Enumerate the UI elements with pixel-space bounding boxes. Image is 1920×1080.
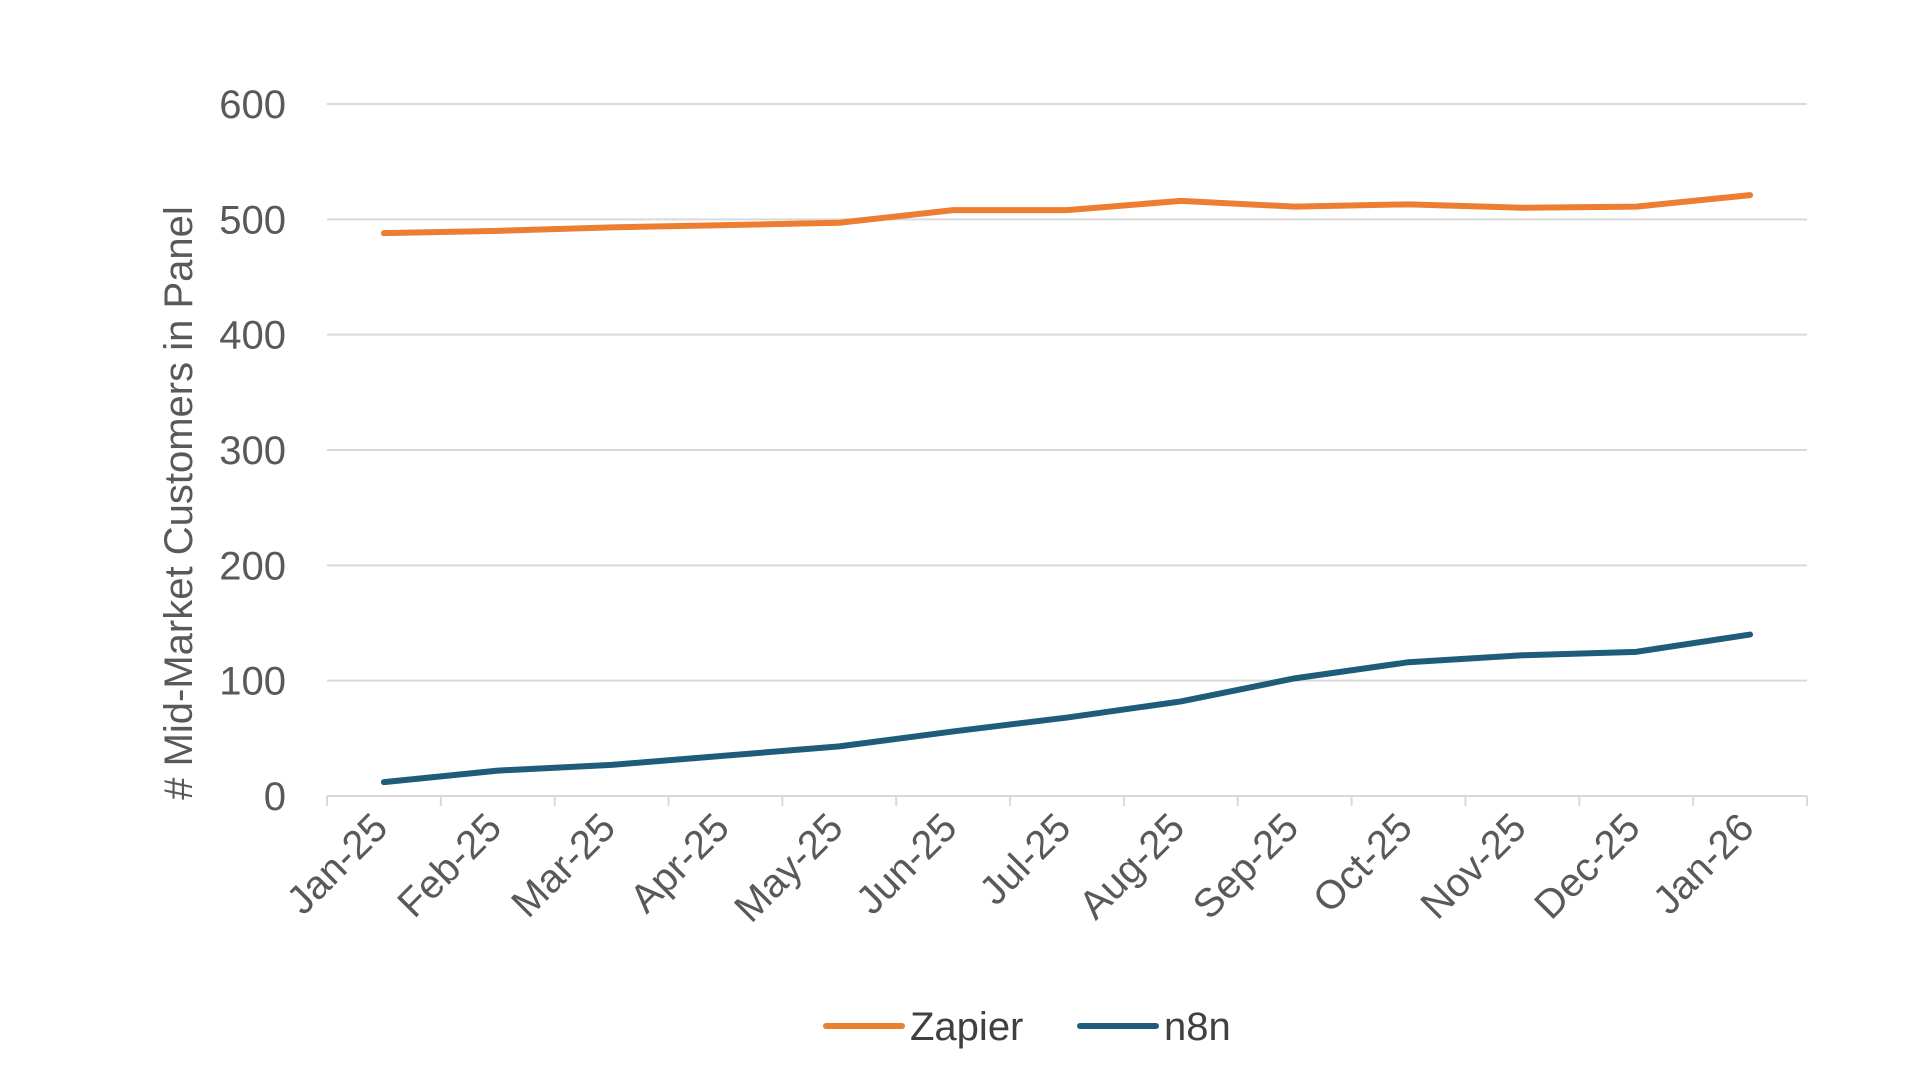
x-tick-label: Apr-25 [622, 805, 738, 921]
y-axis-title: # Mid-Market Customers in Panel [157, 206, 201, 800]
x-tick-label: Mar-25 [503, 805, 624, 926]
y-tick-label: 400 [219, 314, 286, 358]
x-tick-label: Jun-25 [848, 805, 966, 923]
y-tick-label: 100 [219, 660, 286, 704]
y-tick-label: 300 [219, 429, 286, 473]
y-tick-label: 600 [219, 83, 286, 127]
series-line-n8n [380, 631, 1754, 786]
x-tick-label: Oct-25 [1305, 805, 1421, 921]
y-tick-label: 200 [219, 544, 286, 588]
gridlines [327, 103, 1807, 682]
x-tick-label: Jan-25 [279, 805, 397, 923]
series-line-zapier [380, 192, 1754, 237]
legend-label-n8n: n8n [1164, 1005, 1231, 1049]
x-axis [326, 795, 1808, 806]
y-tick-label: 0 [264, 775, 286, 819]
x-tick-label: Jan-26 [1645, 805, 1763, 923]
x-tick-label: Sep-25 [1185, 805, 1307, 927]
x-tick-label: Feb-25 [389, 805, 510, 926]
x-tick-label: Jul-25 [971, 805, 1079, 913]
x-tick-label: Aug-25 [1071, 805, 1193, 927]
x-tick-label: May-25 [726, 805, 851, 930]
series-lines [380, 192, 1754, 786]
legend: Zapier n8n [823, 1005, 1231, 1049]
x-tick-label: Nov-25 [1412, 805, 1534, 927]
y-tick-label: 500 [219, 198, 286, 242]
legend-label-zapier: Zapier [910, 1005, 1023, 1049]
y-axis-tick-labels: 0 100 200 300 400 500 600 [219, 83, 286, 819]
x-tick-label: Dec-25 [1526, 805, 1648, 927]
